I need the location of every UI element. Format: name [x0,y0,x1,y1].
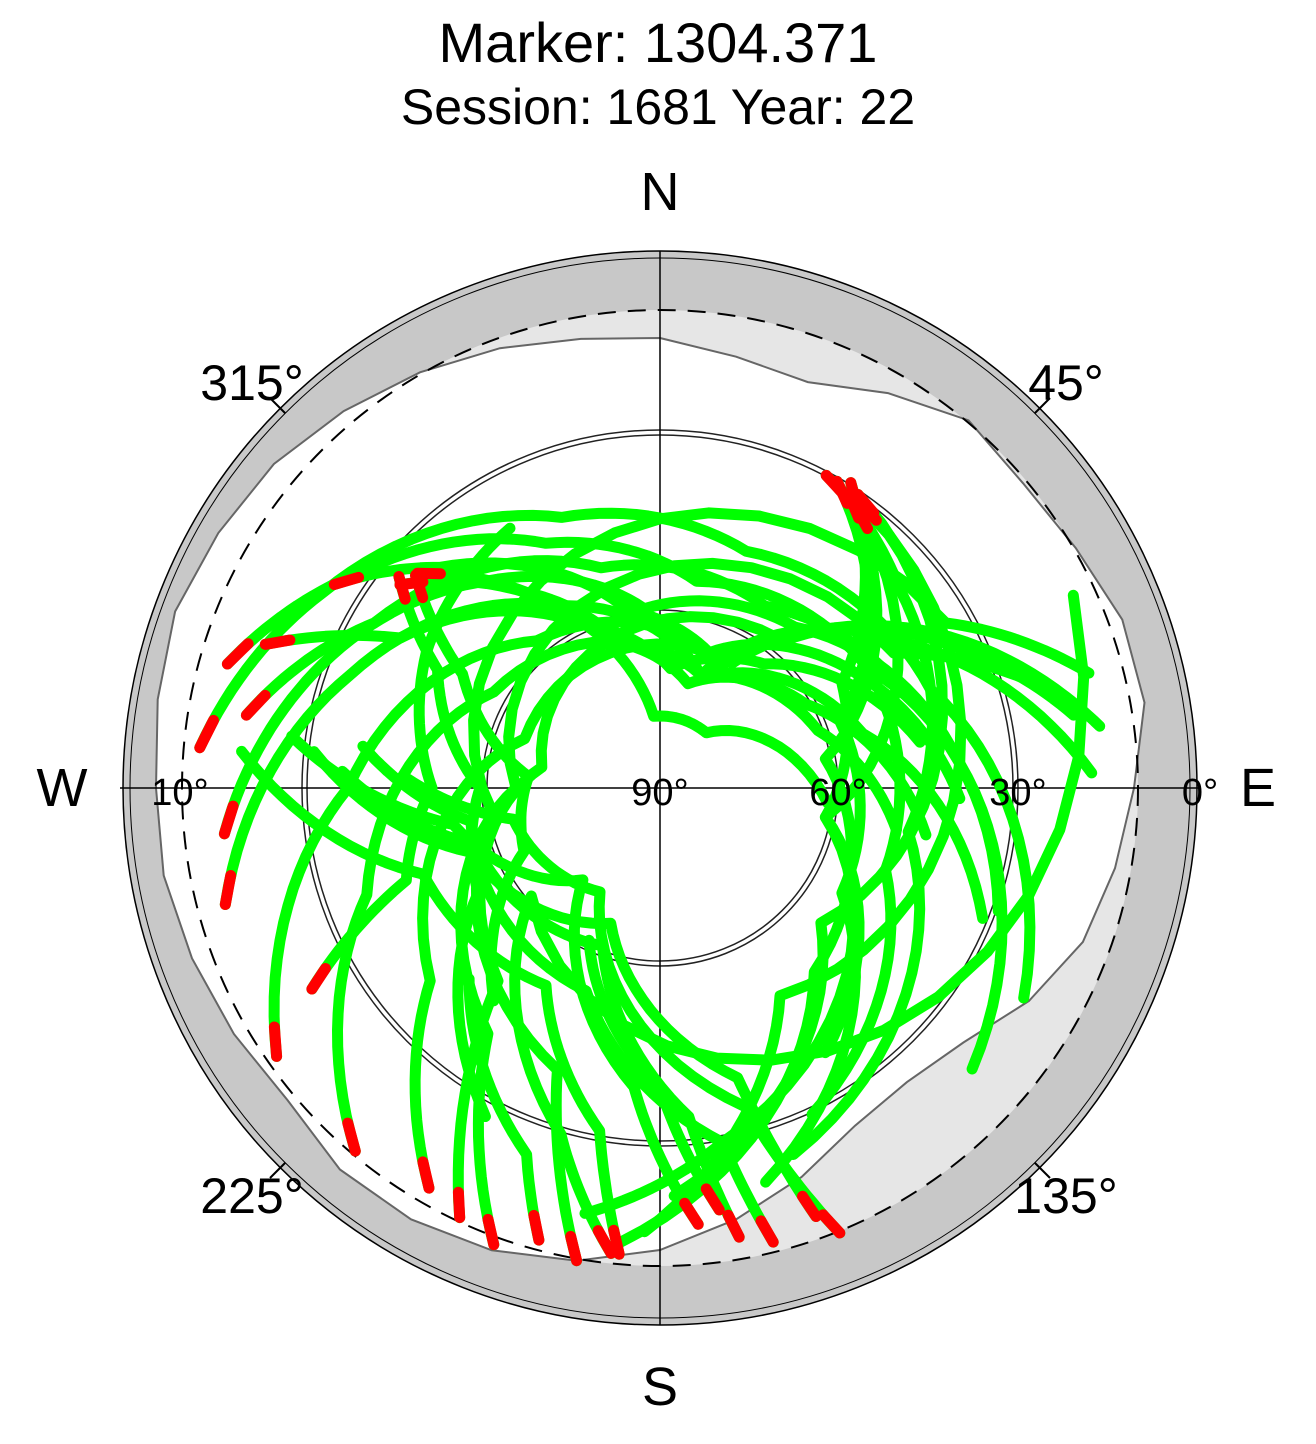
elevation-label-60: 60° [809,772,866,814]
satellite-track-25 [455,557,1077,1251]
satellite-tracks [194,469,1106,1267]
elevation-label-10-west: 10° [151,772,208,814]
satellite-track-17 [668,489,948,1202]
low-snr-segment-34 [700,1183,725,1216]
low-snr-segment-17 [852,489,880,519]
elevation-label-30: 30° [989,772,1046,814]
azimuth-label-45: 45° [1028,355,1104,411]
satellite-track-31 [357,740,779,1248]
satellite-track-33 [402,773,846,1239]
satellite-track-29 [286,730,704,1230]
low-snr-segment-4 [393,571,411,605]
low-snr-segment-15 [850,502,873,535]
satellite-track-23 [409,621,1080,1194]
low-snr-segment-28 [608,1224,625,1260]
low-snr-segment-8 [218,800,239,840]
azimuth-label-135: 135° [1014,1168,1117,1224]
low-snr-segment-20 [219,870,237,910]
satellite-track-28 [236,745,625,1260]
plot-area [120,250,1200,1326]
low-snr-segment-23 [417,1156,435,1194]
azimuth-label-315: 315° [200,355,303,411]
low-snr-segment-5 [328,571,365,590]
tick-135 [1034,1162,1051,1179]
low-snr-segment-22 [342,1117,361,1157]
elevation-label-0: 0° [1182,772,1218,814]
low-snr-segment-6 [221,638,254,670]
low-snr-segment-9 [306,963,331,995]
low-snr-segment-3 [410,569,429,604]
low-snr-segment-32 [797,1190,822,1222]
tick-225 [269,1162,286,1179]
low-snr-segment-29 [679,1197,704,1230]
low-snr-segment-33 [817,1209,846,1239]
compass-north-label: N [641,162,680,222]
low-snr-segment-35 [528,1209,545,1246]
compass-east-label: E [1240,758,1276,818]
low-snr-segment-27 [592,1225,617,1259]
low-snr-segment-7 [194,714,219,754]
satellite-track-21 [268,616,966,1062]
chart-subtitle: Session: 1681 Year: 22 [401,79,915,135]
tick-45 [1034,397,1051,414]
low-snr-segment-24 [452,1186,466,1224]
tick-315 [269,397,286,414]
low-snr-segment-30 [722,1209,745,1243]
low-snr-segment-19 [240,689,271,721]
satellite-track-27 [509,589,1090,1259]
low-snr-segment-1 [411,567,446,580]
satellite-track-34 [583,934,725,1216]
chart-title: Marker: 1304.371 [439,11,878,74]
low-snr-segment-21 [268,1021,283,1062]
compass-south-label: S [642,1357,678,1417]
low-snr-segment-26 [565,1230,583,1267]
azimuth-label-225: 225° [200,1168,303,1224]
low-snr-segment-31 [755,1215,779,1248]
satellite-track-13 [760,475,875,1188]
elevation-label-90: 90° [631,772,688,814]
compass-west-label: W [37,758,88,818]
satellite-track-19 [240,555,914,721]
low-snr-segment-25 [482,1213,500,1251]
low-snr-segment-18 [259,634,296,650]
